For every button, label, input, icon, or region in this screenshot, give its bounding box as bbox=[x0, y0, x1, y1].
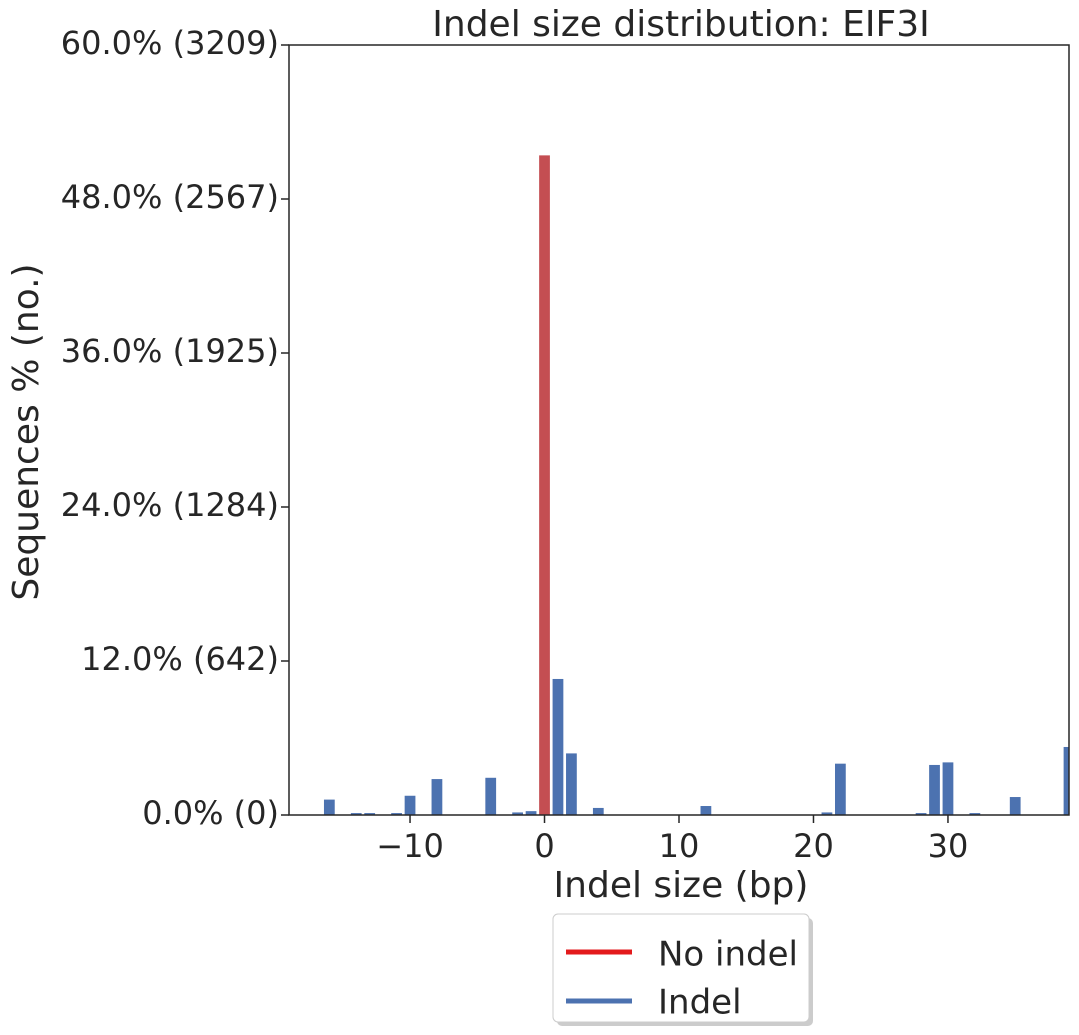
bar-indel bbox=[552, 678, 564, 815]
bar-indel bbox=[323, 799, 335, 815]
legend-label-indel: Indel bbox=[658, 983, 742, 1023]
y-tick-label: 12.0% (642) bbox=[81, 640, 279, 678]
bar-indel bbox=[512, 812, 523, 815]
bars bbox=[323, 155, 1069, 815]
y-axis-title: Sequences % (no.) bbox=[6, 263, 47, 600]
x-tick-label: 10 bbox=[659, 827, 700, 865]
y-tick-label: 48.0% (2567) bbox=[61, 178, 279, 216]
x-tick-label: −10 bbox=[376, 827, 444, 865]
bar-indel bbox=[404, 795, 416, 815]
bar-indel bbox=[969, 813, 981, 815]
chart-title: Indel size distribution: EIF3I bbox=[432, 4, 929, 45]
bar-indel bbox=[700, 806, 712, 815]
bar-indel bbox=[350, 813, 362, 815]
bar-no-indel bbox=[539, 155, 550, 815]
plot-frame bbox=[288, 44, 1070, 816]
bar-indel bbox=[821, 812, 833, 815]
x-tick-label: 30 bbox=[928, 827, 969, 865]
bar-indel bbox=[915, 813, 927, 815]
bar-indel bbox=[1009, 797, 1021, 815]
bar-indel bbox=[364, 813, 376, 815]
x-tick-label: 0 bbox=[534, 827, 554, 865]
x-tick-label: 20 bbox=[793, 827, 834, 865]
y-tick-label: 36.0% (1925) bbox=[61, 332, 279, 370]
bar-indel bbox=[1063, 746, 1069, 815]
y-tick-label: 60.0% (3209) bbox=[61, 24, 279, 62]
y-tick-label: 0.0% (0) bbox=[142, 794, 279, 832]
legend-label-no-indel: No indel bbox=[658, 935, 798, 975]
bar-indel bbox=[942, 762, 954, 815]
legend: No indel Indel bbox=[552, 913, 813, 1026]
bar-indel bbox=[566, 753, 577, 815]
bar-indel bbox=[391, 813, 402, 815]
bar-indel bbox=[592, 807, 604, 815]
bar-indel bbox=[431, 779, 443, 815]
plot-area: 0.0% (0) 12.0% (642) 24.0% (1284) 36.0% (19… bbox=[61, 24, 1070, 865]
y-tick-label: 24.0% (1284) bbox=[61, 486, 279, 524]
x-axis-title: Indel size (bp) bbox=[554, 865, 809, 906]
bar-indel bbox=[929, 764, 940, 815]
bar-indel bbox=[485, 777, 497, 815]
bar-indel bbox=[835, 763, 846, 815]
legend-box bbox=[552, 913, 810, 1023]
bar-indel bbox=[525, 811, 537, 815]
